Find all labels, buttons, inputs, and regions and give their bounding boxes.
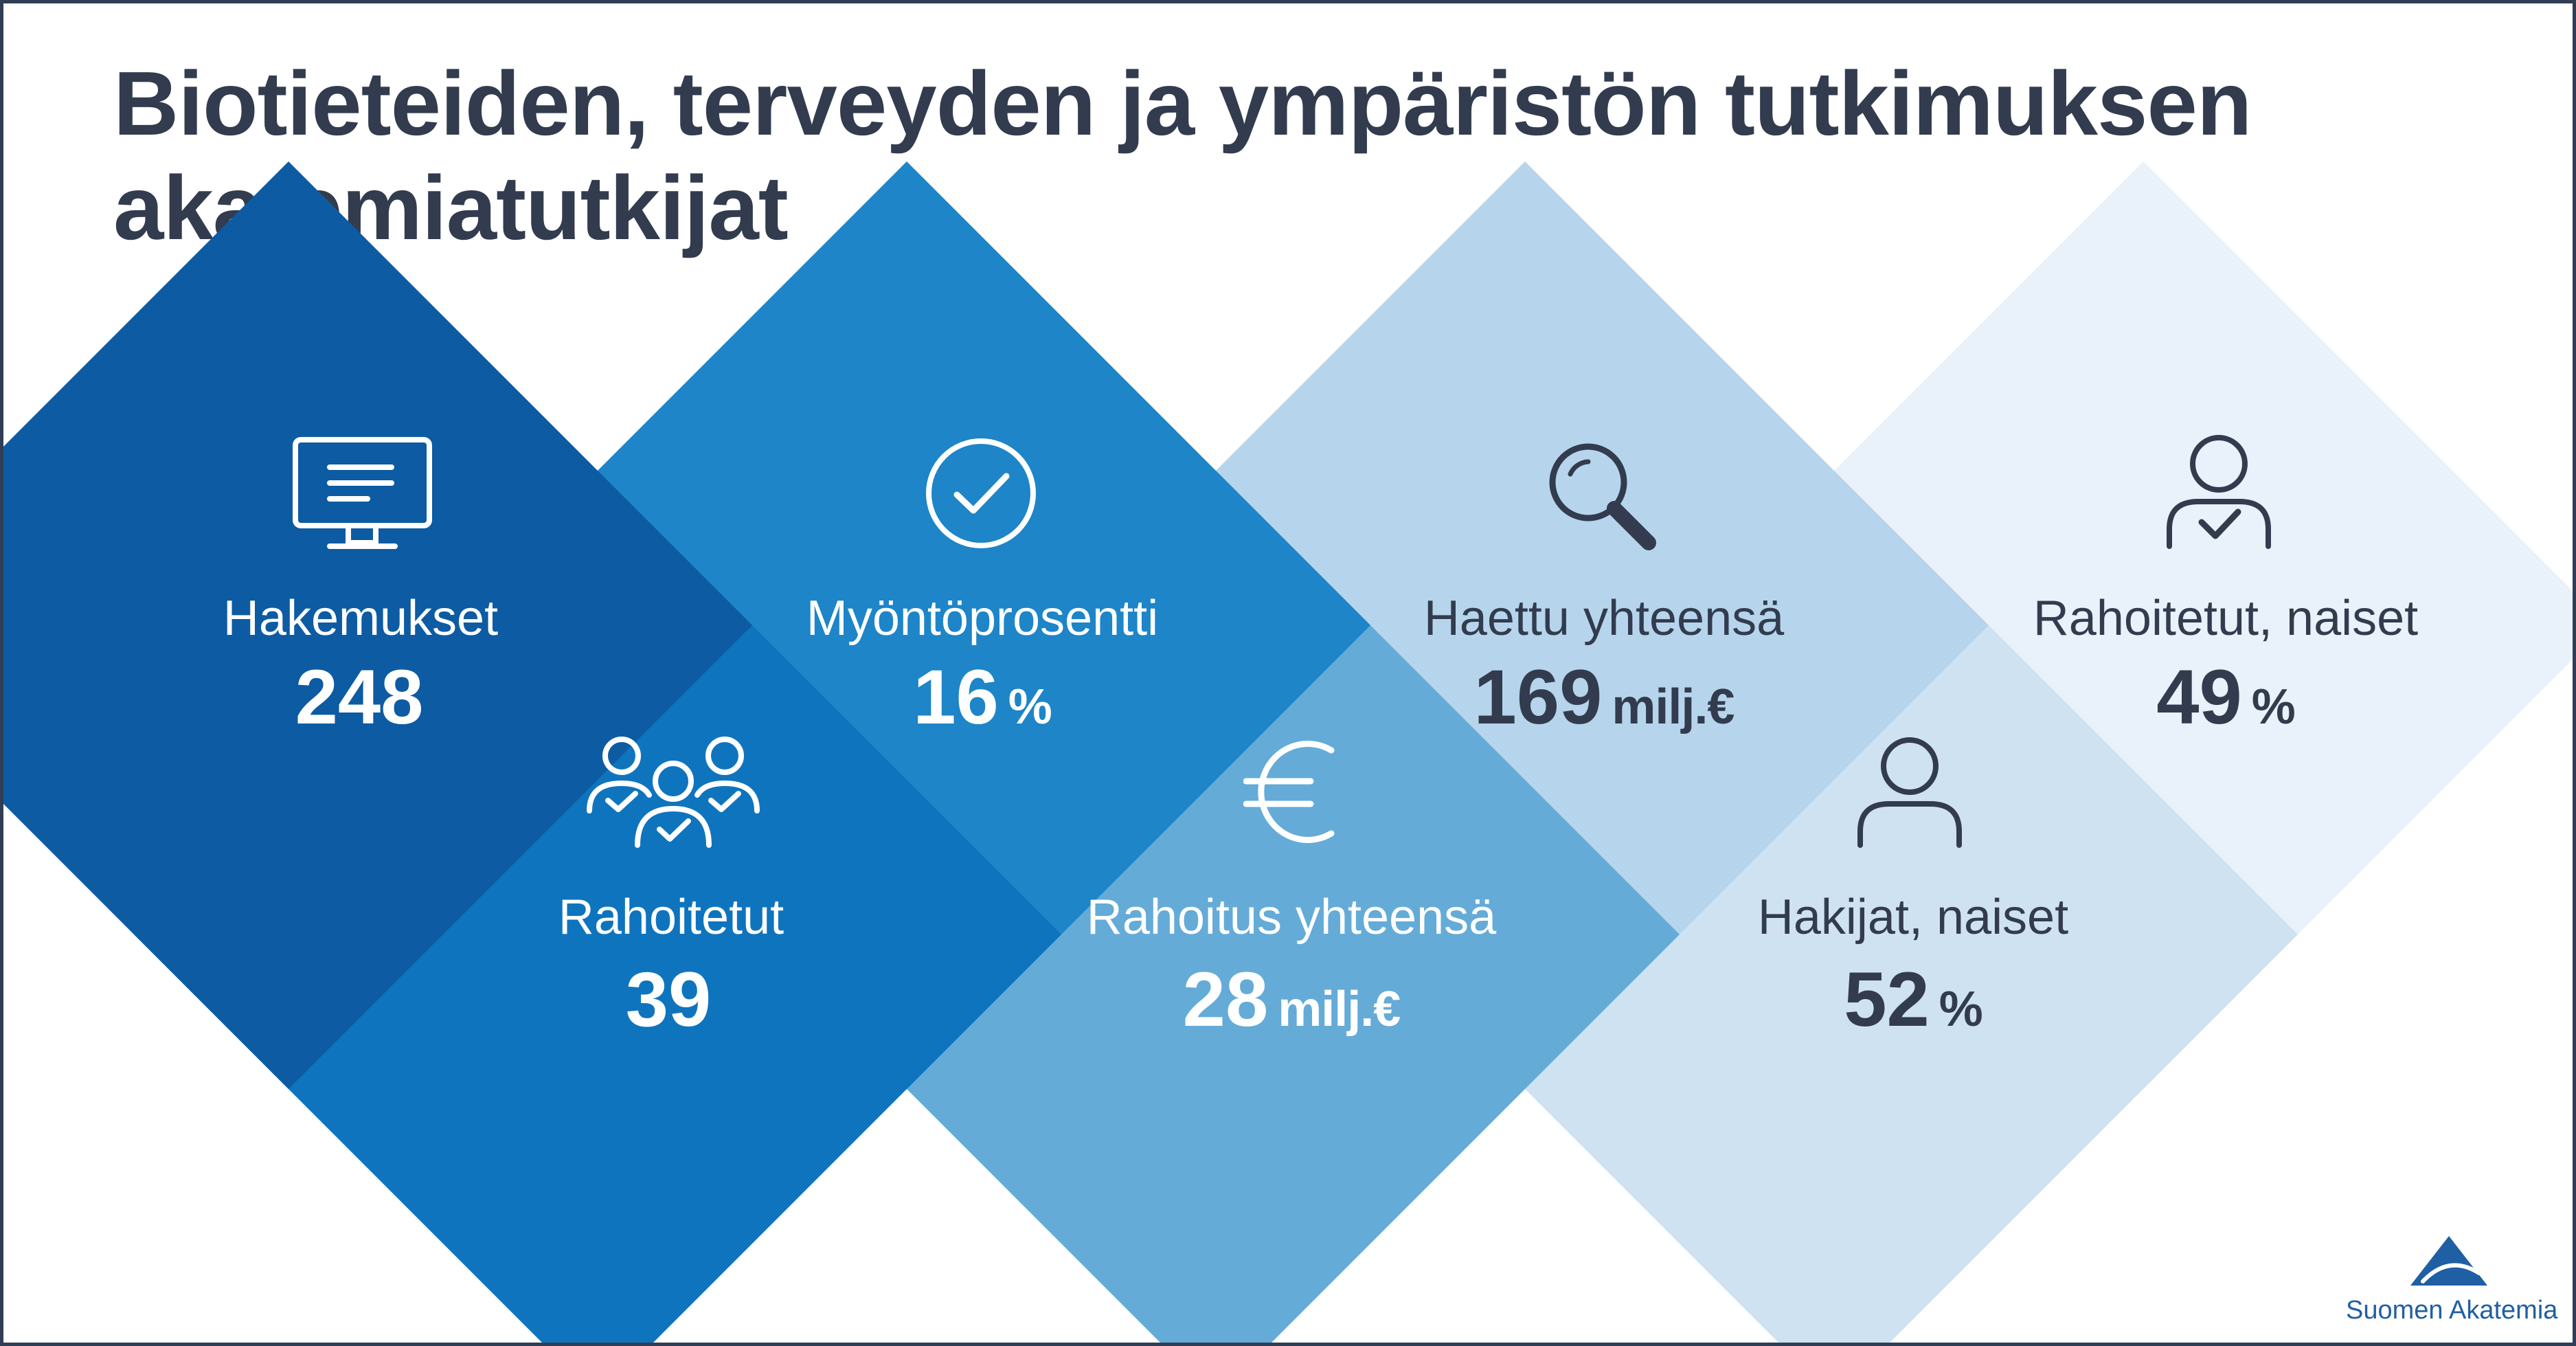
stat-number-rahoitus-yhteensa: 28: [1182, 956, 1269, 1042]
stat-value-hakijat-naiset: 52%: [1604, 958, 2222, 1051]
stat-value-hakemukset: 248: [55, 656, 673, 748]
title-line-1: Biotieteiden, terveyden ja ympäristön tu…: [113, 53, 2252, 154]
suomen-akatemia-logo: Suomen Akatemia: [2346, 1233, 2558, 1325]
stat-label-haettu-yhteensa: Haettu yhteensä: [1423, 591, 1785, 646]
stat-number-haettu-yhteensa: 169: [1473, 654, 1603, 740]
stats-diamonds: Hakemukset 248 Rahoitetut 39 Myöntöprose…: [3, 3, 2573, 1343]
stat-unit-haettu-yhteensa: milj.€: [1612, 680, 1735, 734]
stat-unit-hakijat-naiset: %: [1939, 982, 1983, 1037]
page-title: Biotieteiden, terveyden ja ympäristön tu…: [113, 52, 2449, 260]
stat-label-hakemukset: Hakemukset: [223, 591, 499, 646]
stat-value-rahoitus-yhteensa: 28 milj.€: [982, 958, 1601, 1051]
stat-label-rahoitetut-naiset: Rahoitetut, naiset: [2033, 591, 2419, 646]
stat-number-rahoitetut-naiset: 49: [2156, 654, 2242, 740]
stat-value-rahoitetut-naiset: 49%: [1917, 656, 2535, 748]
person-icon: [1857, 737, 1962, 848]
check-circle-icon: [926, 438, 1036, 548]
stat-number-myontoprosentti: 16: [913, 654, 999, 740]
stat-label-rahoitus-yhteensa: Rahoitus yhteensä: [1086, 890, 1497, 945]
logo-text: Suomen Akatemia: [2346, 1296, 2558, 1325]
stat-value-rahoitetut: 39: [364, 958, 982, 1051]
person-check-icon: [2167, 435, 2271, 549]
stat-number-rahoitetut: 39: [625, 956, 712, 1042]
stat-label-rahoitetut: Rahoitetut: [558, 890, 784, 945]
monitor-icon: [293, 437, 432, 549]
stat-number-hakijat-naiset: 52: [1844, 956, 1930, 1042]
stat-label-myontoprosentti: Myöntöprosentti: [806, 591, 1159, 646]
stat-value-haettu-yhteensa: 169 milj.€: [1295, 656, 1913, 748]
stat-unit-rahoitus-yhteensa: milj.€: [1278, 982, 1401, 1037]
stat-number-hakemukset: 248: [295, 654, 424, 740]
search-icon: [1549, 443, 1656, 550]
people-check-icon: [587, 737, 760, 848]
triangle-logo-icon: [2410, 1236, 2487, 1286]
stat-unit-rahoitetut-naiset: %: [2251, 680, 2296, 734]
stat-unit-myontoprosentti: %: [1008, 680, 1052, 734]
euro-icon: [1243, 741, 1335, 843]
stat-value-myontoprosentti: 16%: [673, 656, 1291, 748]
stat-label-hakijat-naiset: Hakijat, naiset: [1757, 890, 2069, 945]
